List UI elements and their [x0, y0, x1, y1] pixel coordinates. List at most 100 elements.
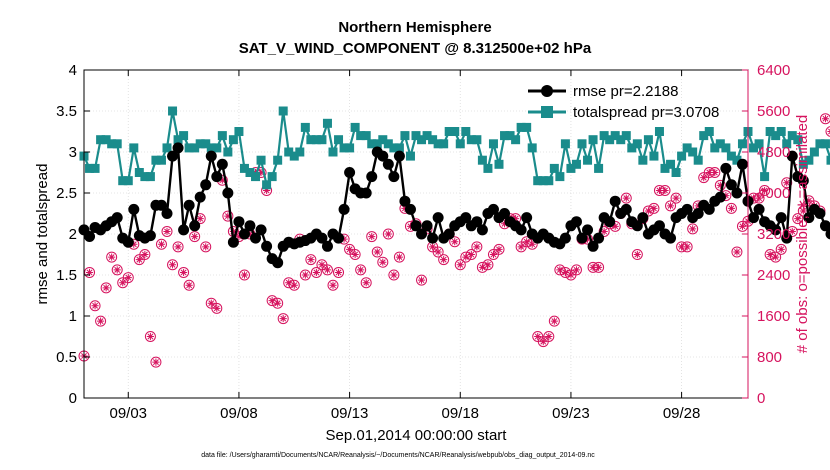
obs-possible-marker [393, 251, 405, 263]
obs-possible-marker [725, 202, 737, 214]
obs-point [89, 300, 101, 312]
obs-assimilated-marker [290, 281, 298, 289]
x-tick-label: 09/08 [220, 405, 258, 422]
obs-assimilated-marker [799, 207, 807, 215]
obs-assimilated-marker [235, 232, 243, 241]
obs-assimilated-marker [240, 271, 249, 279]
obs-point [200, 241, 212, 253]
obs-possible-marker [548, 315, 560, 327]
obs-assimilated-marker [406, 222, 415, 230]
obs-assimilated-marker [218, 176, 226, 184]
obs-assimilated-marker [401, 204, 409, 212]
x-tick-label: 09/18 [441, 405, 479, 422]
totalspread-marker [688, 147, 698, 157]
totalspread-marker [627, 143, 637, 153]
obs-point [178, 266, 190, 278]
totalspread-marker [787, 131, 797, 141]
rmse-marker [471, 216, 483, 228]
totalspread-marker [372, 139, 382, 149]
obs-assimilated-marker [794, 215, 802, 223]
totalspread-marker [284, 147, 294, 157]
obs-point [222, 210, 234, 222]
obs-assimilated-marker [168, 261, 177, 269]
obs-possible-marker [238, 269, 250, 281]
y-tick-label-right: 3200 [757, 226, 790, 243]
totalspread-marker [311, 135, 321, 145]
rmse-marker [609, 195, 621, 207]
obs-assimilated-marker [512, 215, 520, 223]
obs-point [299, 269, 311, 281]
obs-point [781, 177, 793, 189]
rmse-marker [388, 171, 400, 183]
totalspread-marker [428, 135, 438, 145]
totalspread-marker [483, 163, 493, 173]
obs-point [482, 259, 494, 271]
rmse-marker [476, 224, 488, 236]
obs-point [687, 223, 699, 235]
rmse-marker [725, 179, 737, 191]
totalspread-marker [334, 135, 344, 145]
totalspread-marker [411, 131, 421, 141]
obs-possible-marker [299, 269, 311, 281]
obs-point [775, 243, 787, 255]
rmse-marker [366, 171, 378, 183]
obs-possible-marker [759, 184, 771, 196]
obs-assimilated-marker [821, 115, 830, 123]
obs-possible-marker [266, 295, 278, 307]
obs-possible-marker [825, 126, 830, 137]
obs-possible-marker [631, 249, 643, 260]
obs-possible-marker [775, 243, 787, 255]
obs-point [106, 251, 118, 263]
obs-assimilated-marker [711, 168, 719, 177]
obs-series [78, 113, 830, 368]
totalspread-marker [754, 139, 764, 149]
totalspread-marker [793, 135, 803, 145]
rmse-marker [427, 232, 439, 244]
totalspread-marker [162, 143, 172, 153]
obs-point [360, 277, 372, 289]
obs-point [454, 259, 466, 271]
totalspread-marker [505, 131, 515, 141]
obs-point [460, 251, 472, 263]
obs-assimilated-marker [644, 207, 652, 215]
obs-possible-marker [382, 228, 394, 240]
totalspread-marker [328, 147, 338, 157]
totalspread-marker [776, 127, 786, 136]
rmse-marker [521, 212, 533, 224]
rmse-marker [189, 220, 201, 232]
totalspread-marker [190, 143, 200, 153]
obs-point [161, 225, 173, 237]
obs-possible-marker [642, 205, 654, 217]
obs-assimilated-marker [661, 186, 669, 195]
obs-point [277, 313, 289, 325]
obs-possible-marker [454, 259, 466, 271]
obs-assimilated-marker [130, 240, 138, 248]
legend-spread-marker [541, 106, 553, 118]
obs-point [333, 266, 345, 278]
obs-assimilated-marker [600, 227, 608, 236]
rmse-marker [819, 220, 830, 232]
obs-point [288, 279, 300, 291]
rmse-marker [382, 158, 394, 170]
totalspread-marker [239, 163, 249, 173]
rmse-marker [665, 232, 677, 244]
obs-assimilated-marker [362, 279, 370, 287]
x-tick-label: 09/13 [331, 405, 369, 422]
obs-possible-marker [178, 266, 190, 278]
totalspread-marker [151, 155, 161, 165]
x-axis-label: Sep.01,2014 00:00:00 start [326, 427, 508, 444]
obs-assimilated-marker [650, 204, 658, 212]
totalspread-marker [671, 168, 681, 177]
obs-assimilated-marker [517, 243, 525, 251]
obs-assimilated-marker [85, 268, 94, 277]
obs-possible-marker [781, 177, 793, 189]
obs-point [211, 302, 223, 314]
y-tick-label-right: 6400 [757, 62, 790, 79]
totalspread-marker [145, 172, 155, 182]
obs-assimilated-marker [373, 248, 381, 256]
totalspread-marker [760, 172, 770, 182]
obs-point [449, 236, 461, 248]
totalspread-marker [140, 172, 150, 182]
totalspread-marker [245, 168, 255, 177]
obs-assimilated-marker [489, 250, 498, 259]
